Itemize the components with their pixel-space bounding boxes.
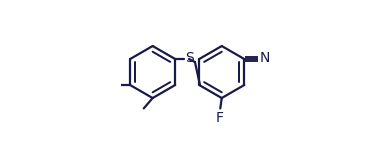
Text: F: F bbox=[216, 111, 223, 125]
Text: N: N bbox=[260, 51, 270, 65]
Text: S: S bbox=[186, 51, 194, 65]
